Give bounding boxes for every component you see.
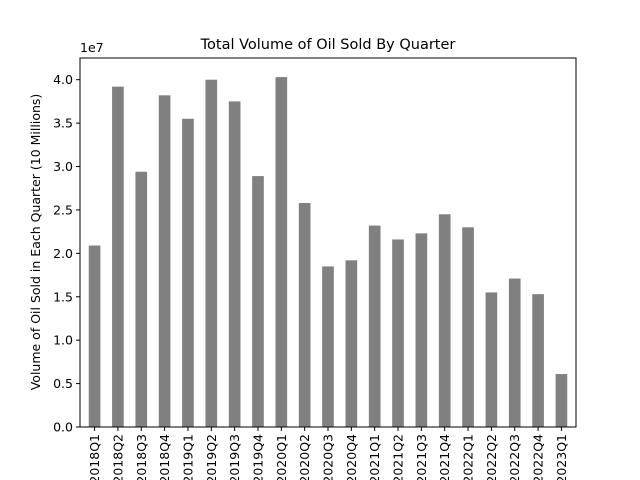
y-tick-label: 4.0 xyxy=(53,72,73,87)
bar xyxy=(392,239,404,427)
plot-area: 0.0 0.5 1.0 1.5 2.0 2.5 3.0 3.5 4.0 2018Q1 2018Q2 2… xyxy=(53,57,577,480)
bar xyxy=(508,278,521,427)
x-tick-label: 2018Q4 xyxy=(157,434,172,480)
y-tick-label: 2.0 xyxy=(53,246,73,261)
x-tick-label: 2019Q4 xyxy=(250,434,265,480)
bar xyxy=(368,225,381,427)
x-tick-label: 2020Q2 xyxy=(297,434,312,480)
x-tick-label: 2020Q3 xyxy=(321,434,336,480)
x-tick-label: 2021Q2 xyxy=(391,434,406,480)
y-tick-label: 0.5 xyxy=(53,376,73,391)
bar xyxy=(555,374,568,427)
bar xyxy=(112,86,124,428)
x-tick-label: 2023Q1 xyxy=(554,434,569,480)
y-axis-label: Volume of Oil Sold in Each Quarter (10 M… xyxy=(28,94,43,391)
x-tick-label: 2022Q4 xyxy=(531,434,546,480)
x-tick-label: 2022Q1 xyxy=(461,434,476,480)
bar xyxy=(158,95,171,427)
x-tick-label: 2018Q1 xyxy=(87,434,102,480)
x-tick-label: 2020Q4 xyxy=(344,434,359,480)
bar xyxy=(532,294,544,427)
x-tick-label: 2022Q3 xyxy=(507,434,522,480)
y-tick-label: 3.0 xyxy=(53,159,73,174)
x-tick-label: 2020Q1 xyxy=(274,434,289,480)
bar xyxy=(415,233,428,427)
bar xyxy=(88,245,101,427)
y-tick-label: 3.5 xyxy=(53,116,73,131)
chart-title: Total Volume of Oil Sold By Quarter xyxy=(200,37,456,53)
x-tick-label: 2019Q3 xyxy=(227,434,242,480)
bar xyxy=(182,118,194,427)
bar xyxy=(485,292,498,427)
x-tick-label: 2019Q2 xyxy=(204,434,219,480)
y-tick-label: 1.5 xyxy=(53,289,73,304)
bar xyxy=(298,203,311,427)
bar xyxy=(322,266,334,427)
bar xyxy=(252,176,264,427)
y-axis-offset-text: 1e7 xyxy=(80,40,104,55)
bar xyxy=(228,101,241,427)
bar xyxy=(438,214,451,427)
bar xyxy=(135,171,148,427)
y-tick-label: 1.0 xyxy=(53,333,73,348)
bar xyxy=(275,77,288,427)
x-tick-label: 2018Q2 xyxy=(110,434,125,480)
y-tick-label: 2.5 xyxy=(53,202,73,217)
x-tick-label: 2018Q3 xyxy=(134,434,149,480)
x-tick-label: 2021Q3 xyxy=(414,434,429,480)
x-tick-label: 2019Q1 xyxy=(180,434,195,480)
bar xyxy=(345,260,358,427)
y-tick-label: 0.0 xyxy=(53,420,73,435)
x-tick-label: 2022Q2 xyxy=(484,434,499,480)
x-tick-label: 2021Q4 xyxy=(437,434,452,480)
x-tick-label: 2021Q1 xyxy=(367,434,382,480)
bar xyxy=(462,227,474,427)
bar xyxy=(205,79,218,428)
